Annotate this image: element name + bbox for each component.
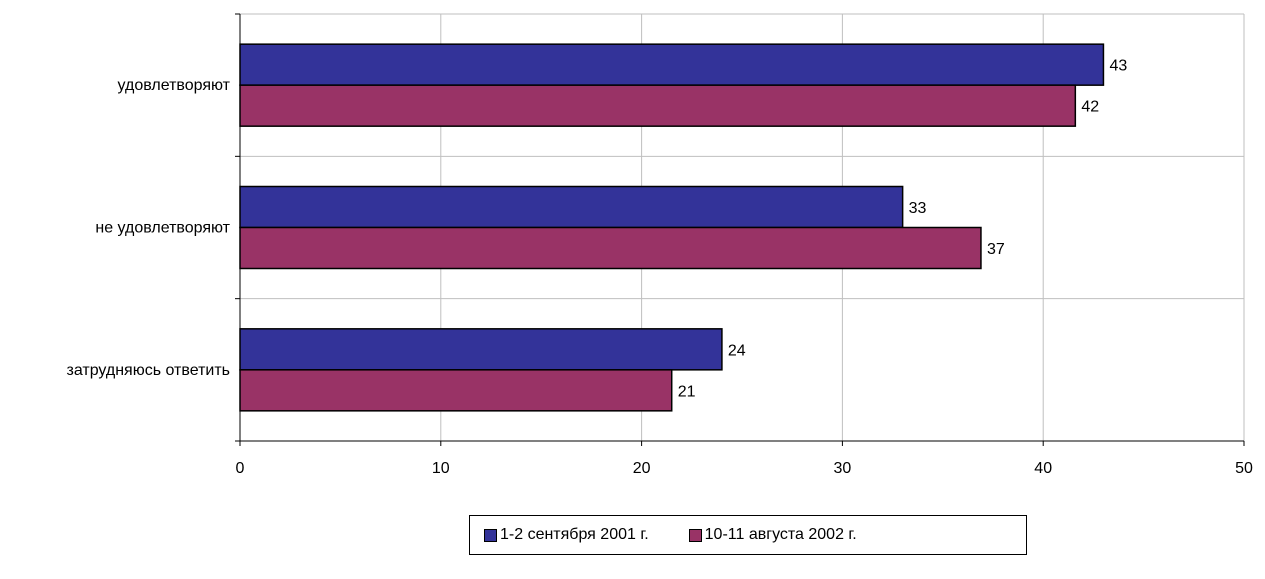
legend-swatch-series-2: [688, 528, 702, 542]
bars: 43 33 24 42 37 21: [239, 43, 1127, 412]
legend-item-series-2: 10-11 августа 2002 г.: [688, 526, 857, 544]
legend-swatch-series-1: [484, 528, 497, 542]
bar-series-1: [239, 328, 723, 371]
category-label: удовлетворяют: [118, 77, 231, 94]
data-label: 21: [678, 383, 696, 400]
category-label: затрудняюсь ответить: [66, 362, 230, 379]
bar-series-2: [239, 226, 982, 270]
bar-series-1: [239, 185, 904, 229]
data-label: 33: [909, 200, 927, 217]
value-tick-label: 50: [1235, 460, 1253, 477]
category-label: не удовлетворяют: [95, 220, 230, 237]
value-tick-label: 10: [432, 460, 450, 477]
value-tick-label: 40: [1034, 460, 1052, 477]
bar-series-2: [239, 84, 1077, 127]
data-label: 43: [1109, 58, 1127, 75]
data-label: 42: [1081, 99, 1099, 116]
category-axis: удовлетворяют не удовлетворяют затрудняюсь…: [66, 13, 241, 442]
data-label: 24: [728, 342, 746, 359]
legend-label-series-1: 1-2 сентября 2001 г.: [500, 526, 649, 543]
value-axis: 0 10 20 30 40 50: [236, 440, 1253, 477]
legend-item-series-1: 1-2 сентября 2001 г.: [484, 526, 649, 544]
bar-series-1: [239, 43, 1105, 86]
value-tick-label: 20: [633, 460, 651, 477]
legend: 1-2 сентября 2001 г. 10-11 августа 2002 …: [469, 515, 1027, 555]
legend-label-series-2: 10-11 августа 2002 г.: [704, 526, 857, 543]
value-tick-label: 0: [236, 460, 245, 477]
value-tick-label: 30: [834, 460, 852, 477]
bar-series-2: [239, 369, 673, 412]
data-label: 37: [987, 241, 1005, 258]
